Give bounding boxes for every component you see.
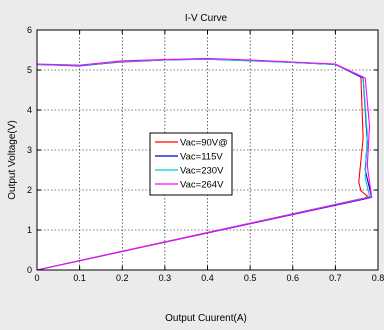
y-tick-label: 4 (27, 105, 32, 115)
x-tick-label: 0.2 (116, 273, 129, 283)
series-line-4 (36, 57, 373, 271)
legend: Vac=90V@ Vac=115V Vac=230V Vac=264V (149, 132, 233, 196)
legend-label: Vac=90V@ (180, 138, 228, 149)
axis-ticks: 0 0.1 0.2 0.3 0.4 0.5 0.6 0.7 0.8 0 1 2 3 4 5 6 (27, 25, 384, 283)
y-tick-label: 3 (27, 145, 32, 155)
legend-label: Vac=264V (180, 180, 224, 191)
grid-lines (37, 30, 378, 270)
y-tick-label: 2 (27, 185, 32, 195)
x-tick-label: 0.8 (372, 273, 384, 283)
x-tick-label: 0.5 (244, 273, 257, 283)
y-tick-label: 5 (27, 65, 32, 75)
legend-label: Vac=115V (180, 152, 223, 163)
x-tick-label: 0.6 (286, 273, 299, 283)
y-tick-label: 6 (27, 25, 32, 35)
x-tick-label: 0.1 (73, 273, 86, 283)
y-tick-label: 1 (27, 225, 32, 235)
x-tick-label: 0.4 (201, 273, 214, 283)
legend-label: Vac=230V (180, 166, 224, 177)
y-axis-label: Output Voltage(V) (7, 120, 18, 200)
x-tick-label: 0.3 (159, 273, 172, 283)
x-tick-label: 0.7 (329, 273, 342, 283)
series-lines (36, 57, 373, 271)
x-axis-label: Output Cuurent(A) (165, 313, 247, 324)
y-tick-label: 0 (27, 265, 32, 275)
legend-box (149, 132, 233, 196)
chart-title: I-V Curve (185, 13, 228, 24)
x-tick-label: 0 (34, 273, 39, 283)
